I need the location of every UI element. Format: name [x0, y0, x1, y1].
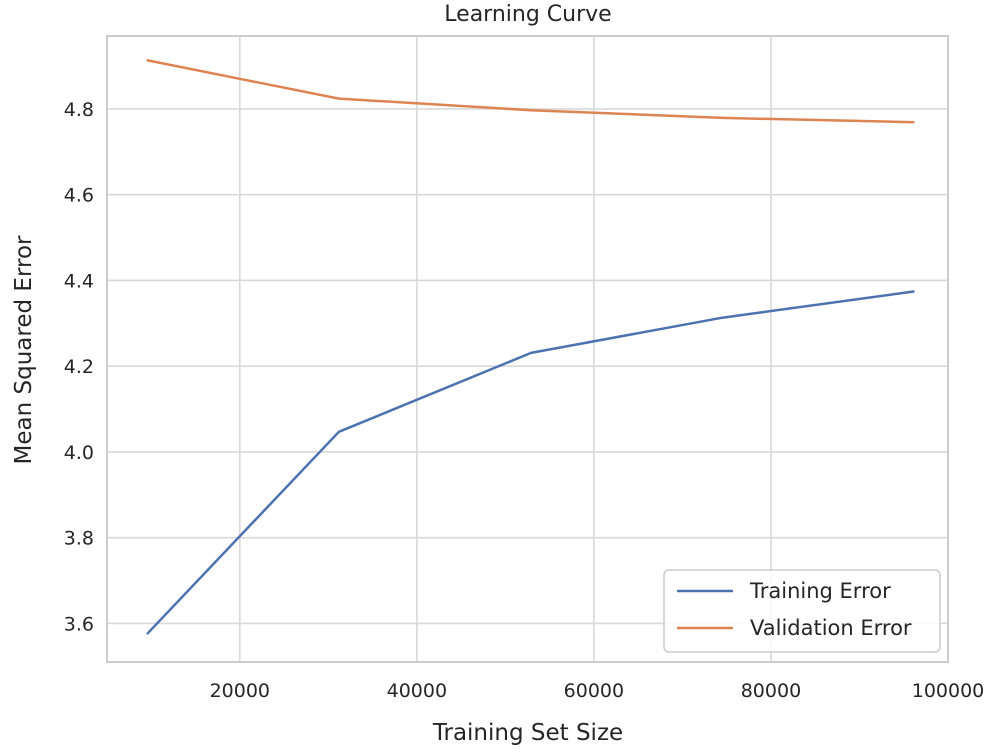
y-tick-label: 4.4	[64, 270, 94, 292]
x-axis-title: Training Set Size	[432, 720, 623, 746]
x-tick-label: 100000	[912, 680, 985, 702]
series-line-validation-error	[146, 59, 915, 124]
y-tick-label: 4.2	[64, 356, 94, 378]
chart-title: Learning Curve	[444, 2, 611, 27]
x-tick-label: 40000	[387, 680, 447, 702]
x-tick-label: 60000	[564, 680, 624, 702]
y-axis-tick-labels: 3.6 3.8 4.0 4.2 4.4 4.6 4.8	[64, 99, 94, 636]
plot-area-frame	[106, 35, 949, 663]
series-lines	[146, 59, 915, 635]
legend: Training Error Validation Error	[663, 569, 941, 653]
y-axis-title: Mean Squared Error	[11, 235, 37, 464]
horizontal-gridlines	[107, 108, 948, 625]
y-tick-label: 3.6	[64, 613, 94, 635]
vertical-gridlines	[238, 36, 949, 662]
x-tick-label: 20000	[210, 680, 270, 702]
x-axis-tick-labels: 20000 40000 60000 80000 100000	[210, 680, 985, 702]
y-tick-label: 4.8	[64, 99, 94, 121]
legend-label-validation: Validation Error	[750, 616, 912, 640]
series-line-training-error	[146, 290, 915, 635]
x-tick-label: 80000	[741, 680, 801, 702]
y-tick-label: 4.6	[64, 185, 94, 207]
y-tick-label: 4.0	[64, 442, 94, 464]
legend-label-training: Training Error	[749, 579, 891, 603]
y-tick-label: 3.8	[64, 528, 94, 550]
